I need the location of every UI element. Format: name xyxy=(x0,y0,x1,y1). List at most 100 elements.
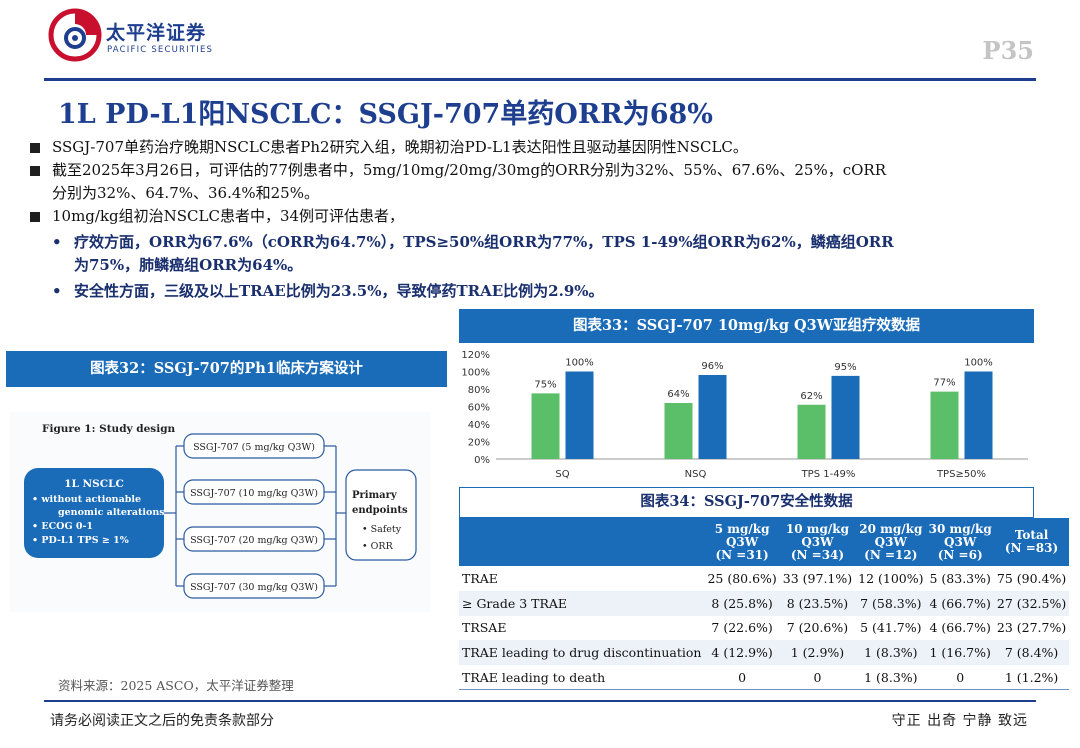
data-label: 75% xyxy=(534,379,556,390)
bullet-orr-by-dose: 截至2025年3月26日，可评估的77例患者中，5mg/10mg/20mg/30… xyxy=(30,159,1040,205)
table-cell: 5 (41.7%) xyxy=(860,620,922,636)
sub-bullet-safety: • 安全性方面，三级及以上TRAE比例为23.5%，导致停药TRAE比例为2.9… xyxy=(30,280,1040,303)
data-label: 96% xyxy=(701,361,723,372)
table-cell: 12 (100%) xyxy=(858,570,924,586)
data-label: 100% xyxy=(565,358,594,369)
safety-data-table: 5 mg/kg Q3W (N =31) 10 mg/kg Q3W (N =34) 20 … xyxy=(459,518,1070,691)
row-label: TRAE xyxy=(462,570,498,586)
endpoints-title: Primary xyxy=(352,490,398,501)
table-cell: 0 xyxy=(926,665,994,691)
endpoint-item: • ORR xyxy=(362,541,394,552)
table-cell: 33 (97.1%) xyxy=(782,570,853,586)
data-label: 100% xyxy=(964,358,993,369)
square-bullet-icon xyxy=(30,212,40,222)
dot-bullet-icon: • xyxy=(52,233,62,251)
table-cell: 7 (58.3%) xyxy=(855,590,927,616)
company-logo: 太平洋证券 PACIFIC SECURITIES xyxy=(48,6,278,66)
data-label: 77% xyxy=(933,378,955,389)
endpoints-box xyxy=(345,469,417,561)
table-cell: 1 (1.2%) xyxy=(993,665,1070,691)
page-title: 1L PD-L1阳NSCLC：SSGJ-707单药ORR为68% xyxy=(58,99,713,130)
source-note: 资料来源：2025 ASCO，太平洋证券整理 xyxy=(58,678,294,693)
table-cell: 7 (22.6%) xyxy=(711,620,773,636)
bar xyxy=(664,403,693,459)
logo-chinese-name: 太平洋证券 xyxy=(106,22,207,44)
company-motto: 守正 出奇 宁静 致远 xyxy=(891,713,1028,729)
population-line: • PD-L1 TPS ≥ 1% xyxy=(32,535,129,546)
row-label: TRSAE xyxy=(462,620,507,636)
table-cell: 8 (23.5%) xyxy=(779,590,856,616)
data-label: 62% xyxy=(800,391,822,402)
footer-divider xyxy=(44,700,1036,702)
logo-english-name: PACIFIC SECURITIES xyxy=(107,45,214,55)
y-tick-label: 40% xyxy=(468,420,490,431)
square-bullet-icon xyxy=(30,143,40,153)
bar xyxy=(531,393,560,459)
header-cell: Total (N =83) xyxy=(993,518,1070,566)
population-box xyxy=(24,468,164,558)
table-cell: 5 (83.3%) xyxy=(929,570,991,586)
x-tick-label: TPS 1-49% xyxy=(801,469,856,480)
table-cell: 27 (32.5%) xyxy=(993,590,1070,616)
table-cell: 7 (8.4%) xyxy=(993,640,1070,666)
table-cell: 8 (25.8%) xyxy=(704,590,780,616)
row-label: TRAE leading to death xyxy=(459,665,705,691)
y-tick-label: 80% xyxy=(468,385,490,396)
bullet-10mg-group: 10mg/kg组初治NSCLC患者中，34例可评估患者， xyxy=(30,205,1040,228)
bar xyxy=(930,391,959,459)
header-cell: 30 mg/kg Q3W (N =6) xyxy=(926,518,994,566)
y-tick-label: 0% xyxy=(474,455,490,466)
y-tick-label: 120% xyxy=(461,350,490,361)
x-tick-label: TPS≥50% xyxy=(936,469,986,480)
table-cell: 25 (80.6%) xyxy=(707,570,777,586)
sub-bullet-text: 安全性方面，三级及以上TRAE比例为23.5%，导致停药TRAE比例为2.9%。 xyxy=(74,282,604,300)
table-cell: 7 (20.6%) xyxy=(786,620,849,636)
header-blank xyxy=(459,518,705,566)
table-cell: 1 (8.3%) xyxy=(855,640,927,666)
table-header-row: 5 mg/kg Q3W (N =31) 10 mg/kg Q3W (N =34) 20 … xyxy=(459,518,1070,566)
table-cell: 0 xyxy=(704,665,780,691)
table-row: TRAE leading to drug discontinuation 4 (… xyxy=(459,640,1070,666)
table-row: TRSAE 7 (22.6%) 7 (20.6%) 5 (41.7%) 4 (6… xyxy=(459,616,1069,641)
subgroup-efficacy-chart: 0% 20% 40% 60% 80% 100% 120% 75% 100% SQ 64% 96% NSQ… xyxy=(456,344,1036,486)
population-line: • without actionable xyxy=(32,494,141,505)
table-cell: 1 (2.9%) xyxy=(779,640,856,666)
pacific-securities-logo-icon xyxy=(48,8,102,62)
bullet-enrollment: SSGJ-707单药治疗晚期NSCLC患者Ph2研究入组，晚期初治PD-L1表达… xyxy=(30,136,1040,159)
table-cell: 23 (27.7%) xyxy=(996,620,1067,636)
page-number: P35 xyxy=(982,36,1034,65)
table-cell: 75 (90.4%) xyxy=(996,570,1067,586)
table-row: TRAE 25 (80.6%) 33 (97.1%) 12 (100%) 5 (… xyxy=(459,566,1069,591)
header-cell: 10 mg/kg Q3W (N =34) xyxy=(779,518,856,566)
table-cell: 1 (8.3%) xyxy=(855,665,927,691)
row-label: ≥ Grade 3 TRAE xyxy=(459,590,705,616)
table34-caption: 图表34：SSGJ-707安全性数据 xyxy=(459,487,1034,518)
bar xyxy=(964,371,993,459)
bullet-text: SSGJ-707单药治疗晚期NSCLC患者Ph2研究入组，晚期初治PD-L1表达… xyxy=(52,138,748,156)
arm-label: SSGJ-707 (5 mg/kg Q3W) xyxy=(193,442,315,453)
study-design-diagram: Figure 1: Study design 1L NSCLC • withou… xyxy=(24,423,417,599)
y-tick-label: 100% xyxy=(461,368,490,379)
study-design-figure: Figure 1: Study design 1L NSCLC • withou… xyxy=(10,412,430,612)
x-tick-label: SQ xyxy=(555,469,569,480)
arm-label: SSGJ-707 (10 mg/kg Q3W) xyxy=(190,488,318,499)
figure-title: Figure 1: Study design xyxy=(42,423,176,435)
y-tick-label: 20% xyxy=(468,438,490,449)
summary-bullets: SSGJ-707单药治疗晚期NSCLC患者Ph2研究入组，晚期初治PD-L1表达… xyxy=(30,136,1040,303)
header-cell: 20 mg/kg Q3W (N =12) xyxy=(855,518,927,566)
table-cell: 0 xyxy=(779,665,856,691)
table-cell: 4 (66.7%) xyxy=(929,620,991,636)
bar-chart: 0% 20% 40% 60% 80% 100% 120% 75% 100% SQ 64% 96% NSQ… xyxy=(461,350,1028,480)
x-tick-label: NSQ xyxy=(685,469,707,480)
population-line: 1L NSCLC xyxy=(64,478,124,490)
bullet-text: 截至2025年3月26日，可评估的77例患者中，5mg/10mg/20mg/30… xyxy=(52,161,887,179)
y-tick-label: 60% xyxy=(468,403,490,414)
population-line: • ECOG 0-1 xyxy=(32,521,93,532)
endpoints-title: endpoints xyxy=(352,505,408,516)
bar xyxy=(565,371,594,459)
table-cell: 4 (66.7%) xyxy=(926,590,994,616)
data-label: 95% xyxy=(834,362,856,373)
dot-bullet-icon: • xyxy=(52,282,62,300)
sub-bullet-text: 为75%，肺鳞癌组ORR为64%。 xyxy=(74,256,303,274)
arm-label: SSGJ-707 (20 mg/kg Q3W) xyxy=(190,535,318,546)
